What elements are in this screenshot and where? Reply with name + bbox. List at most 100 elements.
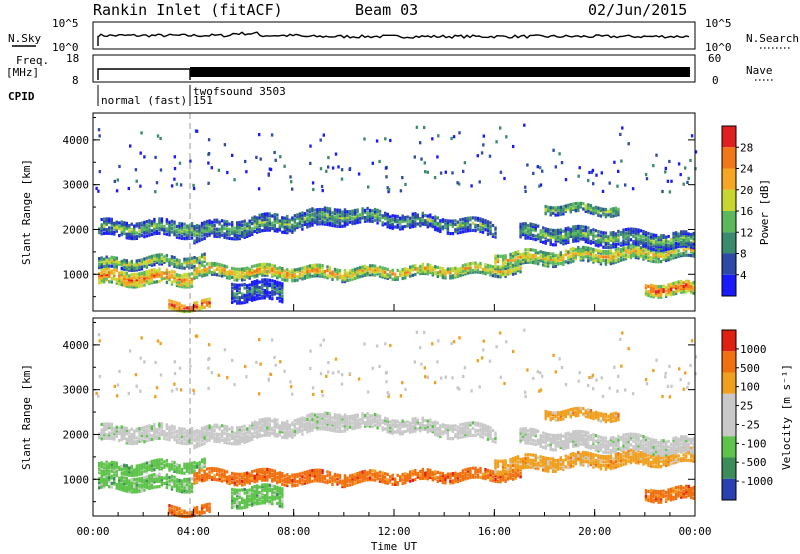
- power-cell: [133, 268, 136, 272]
- power-cell: [160, 226, 164, 230]
- velocity-cell: [180, 481, 184, 485]
- velocity-cell: [195, 434, 199, 438]
- power-cell: [687, 244, 690, 248]
- velocity-cell: [218, 432, 221, 436]
- power-cell: [140, 267, 144, 271]
- power-cell: [642, 257, 645, 261]
- power-cell: [577, 207, 580, 211]
- velocity-cell: [130, 486, 133, 490]
- power-cell: [135, 222, 138, 226]
- power-cell: [662, 241, 665, 245]
- velocity-cell: [318, 418, 322, 422]
- power-cell: [276, 218, 279, 223]
- power-cell: [597, 230, 600, 234]
- power-cell: [133, 228, 136, 232]
- power-cell: [236, 237, 239, 241]
- velocity-cell: [110, 431, 113, 435]
- power-cell: [213, 231, 216, 235]
- power-cell: [278, 292, 281, 296]
- power-cell: [544, 253, 547, 257]
- power-cell: [514, 258, 517, 262]
- velocity-cell: [138, 434, 141, 438]
- power-cell: [200, 229, 204, 233]
- power-cell: [338, 223, 342, 227]
- colorbar-tick-label: 20: [740, 184, 753, 197]
- power-cell: [273, 150, 276, 155]
- power-cell: [384, 222, 387, 226]
- velocity-cell: [278, 427, 281, 432]
- power-cell: [519, 266, 522, 270]
- velocity-cell: [148, 429, 151, 433]
- power-cell: [351, 211, 354, 215]
- velocity-cell: [185, 486, 189, 490]
- power-cell: [190, 258, 194, 262]
- power-cell: [444, 170, 447, 174]
- velocity-cell: [105, 424, 108, 428]
- power-cell: [692, 233, 695, 237]
- velocity-cell: [281, 430, 284, 434]
- power-cell: [373, 207, 377, 212]
- power-cell: [519, 228, 522, 232]
- velocity-cell: [175, 480, 179, 484]
- power-cell: [163, 260, 166, 264]
- power-cell: [148, 219, 151, 223]
- velocity-cell: [158, 424, 161, 428]
- velocity-cell: [281, 435, 284, 439]
- power-cell: [439, 221, 442, 225]
- power-cell: [198, 233, 201, 237]
- power-cell: [597, 251, 600, 255]
- power-cell: [669, 245, 673, 249]
- power-cell: [562, 212, 565, 216]
- power-cell: [351, 272, 354, 276]
- velocity-cell: [120, 425, 123, 429]
- power-cell: [276, 270, 279, 274]
- power-cell: [233, 299, 236, 303]
- power-cell: [356, 213, 359, 217]
- power-cell: [559, 258, 562, 262]
- power-cell: [281, 296, 284, 300]
- velocity-cell: [321, 425, 324, 429]
- power-cell: [584, 251, 587, 255]
- power-cell: [436, 155, 439, 159]
- power-cell: [389, 222, 392, 226]
- power-cell: [537, 258, 540, 262]
- power-cell: [248, 294, 251, 298]
- power-cell: [424, 170, 427, 174]
- power-cell: [604, 231, 608, 235]
- power-cell: [281, 267, 284, 271]
- power-cell: [441, 218, 445, 222]
- power-cell: [143, 231, 146, 235]
- power-cell: [233, 237, 236, 241]
- power-cell: [128, 229, 131, 233]
- power-cell: [205, 262, 209, 266]
- power-cell: [637, 242, 640, 246]
- power-cell: [667, 256, 670, 260]
- power-cell: [562, 205, 565, 209]
- velocity-cell: [115, 470, 118, 474]
- power-cell: [105, 231, 108, 235]
- power-cell: [348, 274, 352, 278]
- power-cell: [429, 267, 432, 271]
- velocity-cell: [263, 421, 266, 425]
- power-cell: [301, 266, 304, 270]
- velocity-cell: [323, 425, 327, 429]
- velocity-cell: [175, 508, 179, 512]
- velocity-cell: [130, 436, 133, 440]
- power-cell: [228, 275, 231, 279]
- power-cell: [100, 263, 103, 267]
- power-cell: [384, 211, 387, 215]
- velocity-cell: [175, 440, 179, 444]
- velocity-cell: [331, 416, 334, 420]
- velocity-cell: [170, 508, 174, 512]
- power-cell: [451, 171, 454, 175]
- power-cell: [120, 277, 123, 281]
- power-cell: [569, 203, 572, 207]
- power-cell: [210, 224, 214, 228]
- power-cell: [110, 230, 113, 234]
- power-cell: [619, 251, 623, 255]
- power-cell: [519, 222, 522, 226]
- power-cell: [281, 218, 284, 222]
- velocity-cell: [158, 461, 161, 466]
- velocity-cell: [195, 438, 199, 442]
- velocity-cell: [258, 433, 261, 437]
